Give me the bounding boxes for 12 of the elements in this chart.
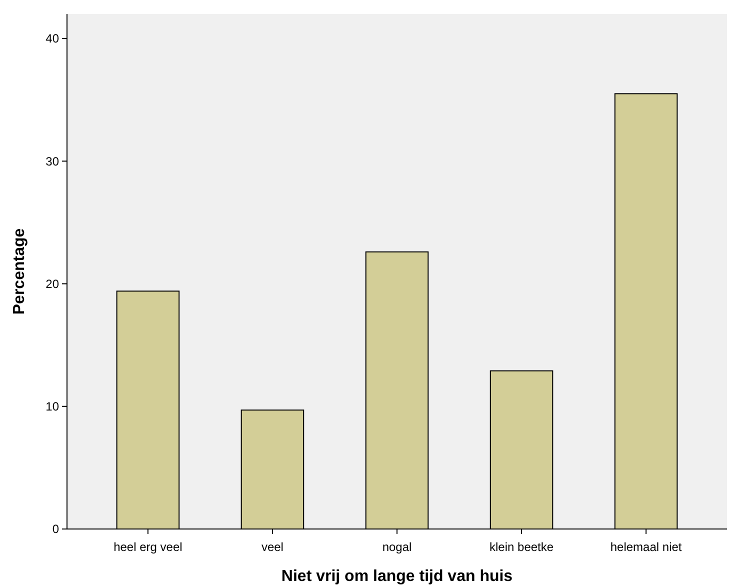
x-axis-title: Niet vrij om lange tijd van huis: [281, 568, 513, 585]
y-tick-label: 10: [46, 400, 60, 414]
y-tick-label: 40: [46, 32, 60, 46]
x-tick-label: helemaal niet: [610, 540, 682, 554]
y-axis-title: Percentage: [11, 228, 28, 315]
x-tick-label: nogal: [382, 540, 412, 554]
y-tick-label: 20: [46, 276, 60, 291]
x-tick-label: heel erg veel: [114, 540, 182, 554]
y-tick-label: 0: [52, 522, 60, 536]
y-tick-label: 30: [46, 154, 60, 168]
x-tick-label: klein beetke: [490, 540, 554, 554]
x-tick-label: veel: [261, 540, 284, 554]
